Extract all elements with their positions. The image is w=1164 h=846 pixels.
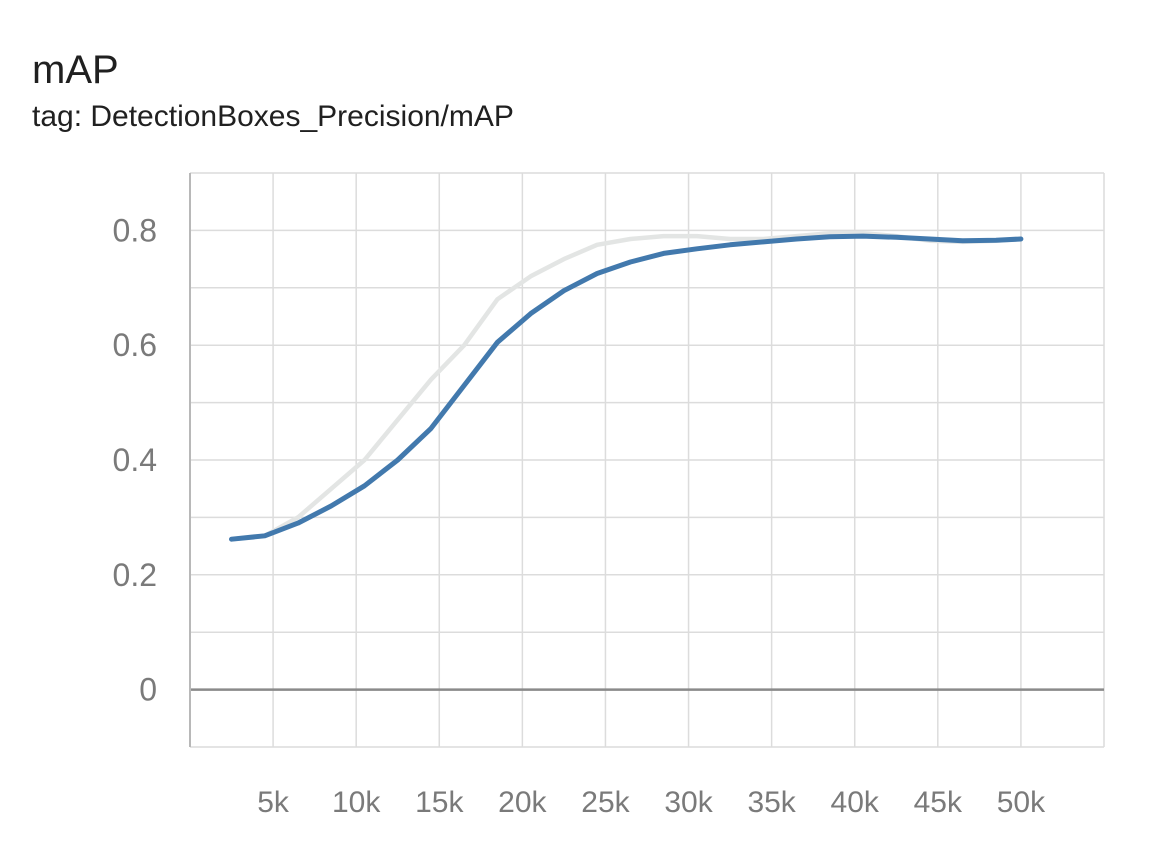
card-title: mAP bbox=[32, 48, 119, 92]
tick-labels: 0 0.2 0.4 0.6 0.8 5k 10k 15k 20k 25k 30k 35k 40k 45k 5… bbox=[113, 212, 1047, 819]
x-tick-label: 45k bbox=[914, 786, 963, 819]
x-tick-label: 15k bbox=[415, 786, 464, 819]
y-tick-label: 0 bbox=[139, 672, 157, 708]
smoothed-series-line bbox=[229, 233, 1024, 542]
x-tick-label: 5k bbox=[257, 786, 290, 819]
y-tick-label: 0.8 bbox=[113, 212, 157, 248]
x-tick-label: 40k bbox=[831, 786, 880, 819]
y-tick-label: 0.4 bbox=[113, 442, 157, 478]
y-tick-label: 0.2 bbox=[113, 557, 157, 593]
x-tick-label: 20k bbox=[498, 786, 547, 819]
series-group bbox=[229, 231, 1024, 542]
x-tick-label: 35k bbox=[747, 786, 796, 819]
x-tick-label: 25k bbox=[581, 786, 630, 819]
x-tick-label: 10k bbox=[332, 786, 381, 819]
axes bbox=[189, 173, 1104, 747]
x-tick-label: 50k bbox=[997, 786, 1046, 819]
x-tick-label: 30k bbox=[664, 786, 713, 819]
card-subtitle: tag: DetectionBoxes_Precision/mAP bbox=[32, 100, 514, 133]
y-tick-label: 0.6 bbox=[113, 327, 157, 363]
